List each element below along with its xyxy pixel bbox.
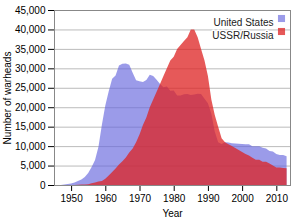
- svg-text:USSR/Russia: USSR/Russia: [212, 30, 274, 41]
- svg-text:20,000: 20,000: [15, 102, 46, 113]
- svg-text:1950: 1950: [60, 193, 83, 204]
- svg-text:2000: 2000: [231, 193, 254, 204]
- svg-text:40,000: 40,000: [15, 24, 46, 35]
- svg-text:0: 0: [40, 180, 46, 191]
- svg-text:2010: 2010: [266, 193, 289, 204]
- svg-text:United States: United States: [213, 17, 273, 28]
- svg-text:30,000: 30,000: [15, 63, 46, 74]
- svg-text:25,000: 25,000: [15, 82, 46, 93]
- svg-text:5,000: 5,000: [20, 160, 45, 171]
- svg-text:35,000: 35,000: [15, 44, 46, 55]
- svg-text:1970: 1970: [129, 193, 152, 204]
- svg-text:1960: 1960: [95, 193, 118, 204]
- svg-text:10,000: 10,000: [15, 141, 46, 152]
- svg-text:Year: Year: [162, 208, 183, 219]
- svg-text:Number of warheads: Number of warheads: [2, 52, 13, 145]
- svg-text:1990: 1990: [197, 193, 220, 204]
- svg-text:45,000: 45,000: [15, 5, 46, 16]
- svg-text:15,000: 15,000: [15, 121, 46, 132]
- svg-text:1980: 1980: [163, 193, 186, 204]
